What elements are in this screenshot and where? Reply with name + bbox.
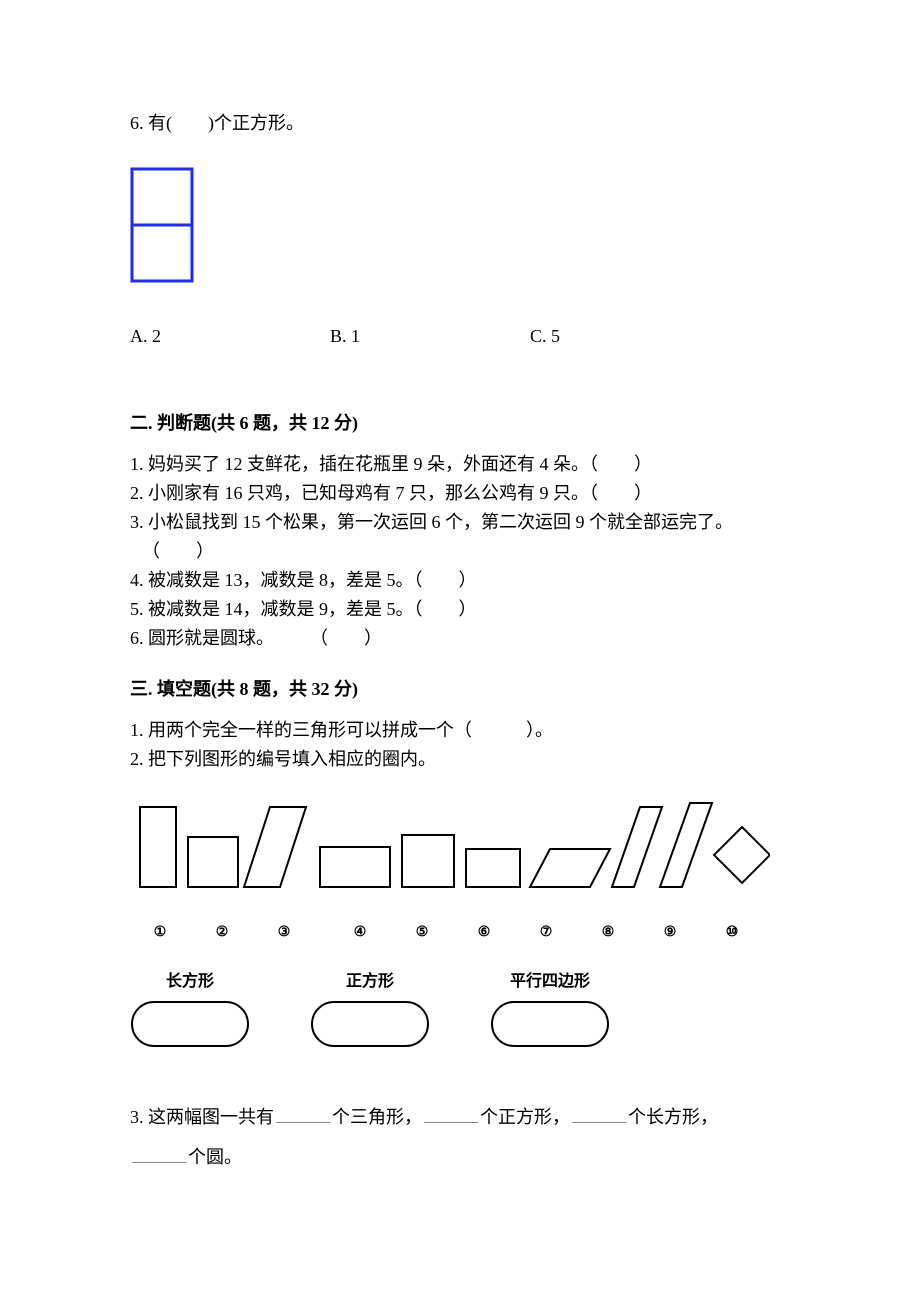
q3-a: 个三角形， bbox=[332, 1107, 422, 1127]
group-para-title: 平行四边形 bbox=[510, 970, 590, 994]
q3-d: 个圆。 bbox=[188, 1147, 242, 1167]
group-square-title: 正方形 bbox=[346, 970, 394, 994]
blank-4[interactable] bbox=[132, 1145, 186, 1163]
label-1: ① bbox=[148, 921, 172, 942]
label-10: ⑩ bbox=[720, 921, 744, 942]
group-rect-title: 长方形 bbox=[166, 970, 214, 994]
q6-figure bbox=[130, 167, 194, 283]
pill-icon bbox=[130, 1000, 250, 1048]
q3-c: 个长方形， bbox=[628, 1107, 718, 1127]
tf-item-3: 3. 小松鼠找到 15 个松果，第一次运回 6 个，第二次运回 9 个就全部运完… bbox=[130, 509, 790, 536]
fill-q3: 3. 这两幅图一共有 个三角形， 个正方形， 个长方形， 个圆。 bbox=[130, 1098, 790, 1177]
two-squares-diagram bbox=[130, 167, 194, 283]
pill-icon bbox=[490, 1000, 610, 1048]
blank-2[interactable] bbox=[424, 1105, 478, 1123]
answer-groups: 长方形 正方形 平行四边形 bbox=[130, 970, 790, 1048]
section3-title: 三. 填空题(共 8 题，共 32 分) bbox=[130, 676, 790, 703]
q3-pre: 3. 这两幅图一共有 bbox=[130, 1107, 274, 1127]
label-8: ⑧ bbox=[596, 921, 620, 942]
option-a[interactable]: A. 2 bbox=[130, 323, 330, 350]
q6-text: 6. 有( )个正方形。 bbox=[130, 110, 790, 137]
q3-b: 个正方形， bbox=[480, 1107, 570, 1127]
pill-icon bbox=[310, 1000, 430, 1048]
shapes-svg bbox=[130, 797, 770, 907]
label-9: ⑨ bbox=[658, 921, 682, 942]
label-3: ③ bbox=[272, 921, 296, 942]
option-b[interactable]: B. 1 bbox=[330, 323, 530, 350]
group-square: 正方形 bbox=[310, 970, 430, 1048]
tf-item-3b: （ ） bbox=[130, 538, 790, 565]
blank-3[interactable] bbox=[572, 1105, 626, 1123]
option-c[interactable]: C. 5 bbox=[530, 323, 730, 350]
tf-item-5: 5. 被减数是 14，减数是 9，差是 5。（ ） bbox=[130, 596, 790, 623]
group-parallelogram: 平行四边形 bbox=[490, 970, 610, 1048]
shape-labels: ① ② ③ ④ ⑤ ⑥ ⑦ ⑧ ⑨ ⑩ bbox=[130, 921, 790, 942]
label-7: ⑦ bbox=[534, 921, 558, 942]
blank-1[interactable] bbox=[276, 1105, 330, 1123]
tf-item-4: 4. 被减数是 13，减数是 8，差是 5。（ ） bbox=[130, 567, 790, 594]
label-4: ④ bbox=[348, 921, 372, 942]
fill-q2-text: 2. 把下列图形的编号填入相应的圈内。 bbox=[130, 746, 790, 773]
fill-q1: 1. 用两个完全一样的三角形可以拼成一个（ ）。 bbox=[130, 717, 790, 744]
section2-title: 二. 判断题(共 6 题，共 12 分) bbox=[130, 410, 790, 437]
group-rectangle: 长方形 bbox=[130, 970, 250, 1048]
tf-item-6: 6. 圆形就是圆球。 （ ） bbox=[130, 625, 790, 652]
tf-item-1: 1. 妈妈买了 12 支鲜花，插在花瓶里 9 朵，外面还有 4 朵。（ ） bbox=[130, 451, 790, 478]
tf-item-2: 2. 小刚家有 16 只鸡，已知母鸡有 7 只，那么公鸡有 9 只。（ ） bbox=[130, 480, 790, 507]
q6-options: A. 2 B. 1 C. 5 bbox=[130, 323, 790, 350]
label-5: ⑤ bbox=[410, 921, 434, 942]
shapes-row bbox=[130, 797, 790, 915]
label-2: ② bbox=[210, 921, 234, 942]
label-6: ⑥ bbox=[472, 921, 496, 942]
